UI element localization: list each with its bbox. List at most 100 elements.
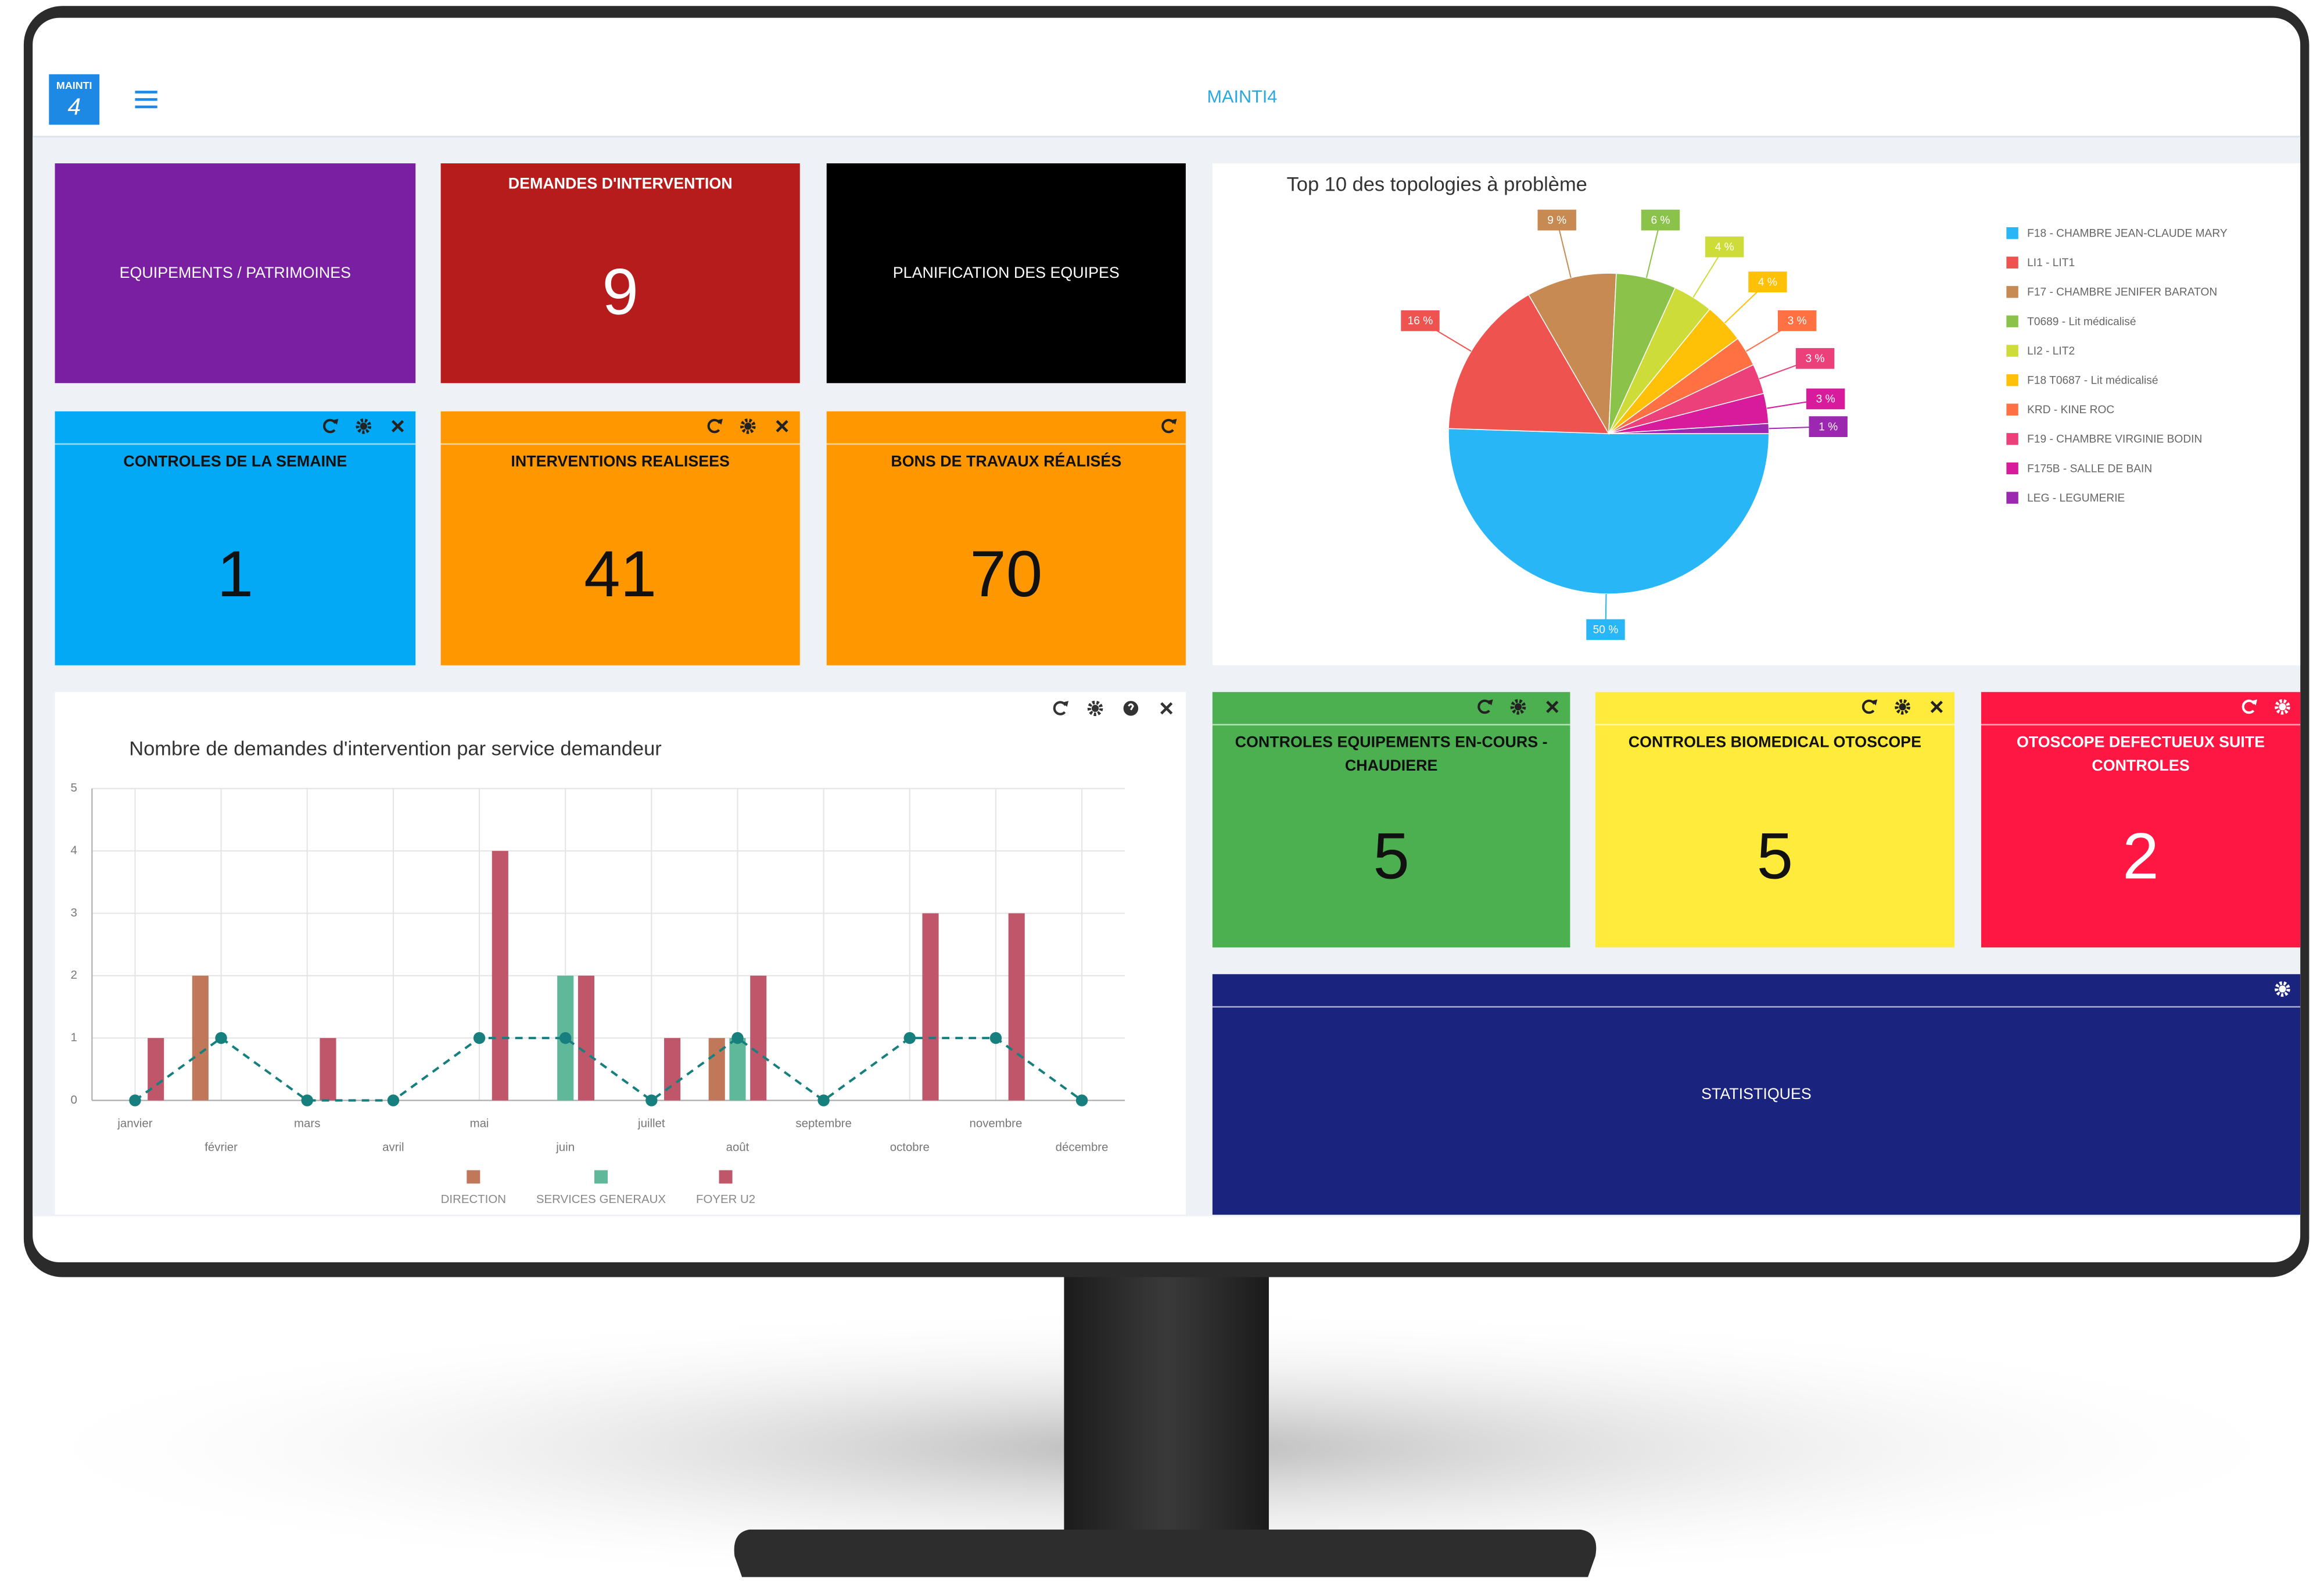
line-point [817, 1094, 830, 1107]
refresh-icon [707, 418, 721, 434]
legend-label[interactable]: LI2 - LIT2 [2027, 345, 2075, 357]
legend-swatch[interactable] [2006, 403, 2018, 416]
x-tick-label: avril [382, 1141, 404, 1154]
tile[interactable] [1212, 692, 1570, 948]
legend-swatch[interactable] [2006, 227, 2018, 239]
close-icon [776, 420, 788, 432]
refresh-icon [1053, 701, 1067, 715]
tile-value: 5 [1757, 819, 1794, 893]
gear-button[interactable] [2275, 981, 2290, 997]
legend-swatch[interactable] [2006, 315, 2018, 328]
bar[interactable] [192, 975, 209, 1101]
tile-title: OTOSCOPE DEFECTUEUX SUITE CONTROLES [2016, 733, 2265, 775]
gear-icon [1510, 699, 1526, 715]
bar[interactable] [729, 1038, 746, 1101]
close-button[interactable] [1160, 702, 1173, 715]
bar[interactable] [492, 851, 508, 1101]
legend-label[interactable]: FOYER U2 [696, 1193, 755, 1206]
tile[interactable] [440, 163, 800, 384]
legend-label[interactable]: LI1 - LIT1 [2027, 257, 2075, 269]
tile[interactable] [826, 163, 1186, 384]
tile[interactable] [1212, 974, 2301, 1215]
x-tick-label: février [205, 1141, 238, 1154]
help-button[interactable] [1123, 701, 1139, 716]
tile-title: CONTROLES EQUIPEMENTS EN-COURS - CHAUDIE… [1235, 733, 1548, 775]
gear-button[interactable] [1895, 699, 1910, 715]
logo[interactable] [49, 74, 100, 125]
refresh-button[interactable] [2241, 699, 2258, 714]
tile-value: 9 [602, 255, 639, 328]
legend-label[interactable]: KRD - KINE ROC [2027, 404, 2114, 416]
gear-button[interactable] [740, 418, 756, 434]
legend-label[interactable]: LEG - LEGUMERIE [2027, 492, 2125, 504]
bar[interactable] [708, 1038, 725, 1101]
bar[interactable] [1008, 913, 1025, 1101]
legend-swatch[interactable] [2006, 492, 2018, 504]
legend-swatch[interactable] [719, 1170, 733, 1184]
close-icon [1160, 702, 1173, 715]
legend-swatch[interactable] [2006, 433, 2018, 445]
legend-label[interactable]: F18 - CHAMBRE JEAN-CLAUDE MARY [2027, 228, 2228, 240]
bar[interactable] [320, 1038, 336, 1101]
legend-swatch[interactable] [467, 1170, 480, 1184]
legend-label[interactable]: F17 - CHAMBRE JENIFER BARATON [2027, 287, 2217, 299]
tile-title-box: PLANIFICATION DES EQUIPES [893, 264, 1120, 282]
gear-button[interactable] [1510, 699, 1526, 715]
tile[interactable] [55, 163, 416, 384]
close-button[interactable] [391, 420, 404, 432]
gear-hub [744, 423, 752, 430]
gear-icon [356, 418, 372, 434]
legend-swatch[interactable] [2006, 286, 2018, 298]
legend-swatch[interactable] [2006, 256, 2018, 268]
close-icon [391, 420, 404, 432]
gear-button[interactable] [2275, 699, 2290, 715]
x-tick-label: décembre [1056, 1141, 1109, 1154]
bar[interactable] [578, 975, 594, 1101]
gear-icon [740, 418, 756, 434]
refresh-arrow [716, 418, 723, 425]
bar[interactable] [750, 975, 767, 1101]
legend-swatch[interactable] [2006, 462, 2018, 475]
legend-label[interactable]: F18 T0687 - Lit médicalisé [2027, 374, 2158, 386]
pie-value-label: 3 % [1816, 393, 1835, 406]
legend-swatch[interactable] [594, 1170, 608, 1184]
refresh-button[interactable] [1477, 699, 1493, 714]
refresh-button[interactable] [1862, 699, 1878, 714]
legend-label[interactable]: F175B - SALLE DE BAIN [2027, 463, 2152, 475]
tile-value: 1 [217, 537, 254, 610]
refresh-button[interactable] [707, 418, 723, 434]
line-point [903, 1032, 916, 1044]
bar[interactable] [922, 913, 939, 1101]
x-tick-label: octobre [890, 1141, 930, 1154]
menu-button[interactable] [135, 91, 157, 109]
tile-value: 41 [584, 537, 657, 610]
legend-label[interactable]: T0689 - Lit médicalisé [2027, 316, 2136, 328]
gear-button[interactable] [356, 418, 372, 434]
tile[interactable] [826, 411, 1186, 665]
line-point [989, 1032, 1002, 1044]
tile[interactable] [55, 411, 416, 665]
stand-base [734, 1529, 1597, 1577]
close-button[interactable] [776, 420, 788, 432]
legend-label[interactable]: SERVICES GENERAUX [536, 1193, 666, 1206]
tile[interactable] [1595, 692, 1954, 948]
close-button[interactable] [1930, 700, 1943, 713]
bar[interactable] [664, 1038, 681, 1101]
refresh-button[interactable] [1053, 701, 1069, 715]
legend-label[interactable]: F19 - CHAMBRE VIRGINIE BODIN [2027, 434, 2202, 446]
line-point [473, 1032, 486, 1044]
legend-label[interactable]: DIRECTION [441, 1193, 506, 1206]
gear-icon [2275, 981, 2290, 997]
legend-swatch[interactable] [2006, 374, 2018, 386]
tile[interactable] [440, 411, 800, 665]
refresh-button[interactable] [323, 418, 339, 434]
tile-title-box: EQUIPEMENTS / PATRIMOINES [120, 264, 351, 282]
bar[interactable] [148, 1038, 164, 1101]
tile[interactable] [1981, 692, 2301, 948]
tile-value: 70 [970, 537, 1042, 610]
close-button[interactable] [1546, 700, 1559, 713]
legend-swatch[interactable] [2006, 345, 2018, 357]
bar-panel [55, 692, 1186, 1215]
refresh-button[interactable] [1161, 418, 1177, 434]
